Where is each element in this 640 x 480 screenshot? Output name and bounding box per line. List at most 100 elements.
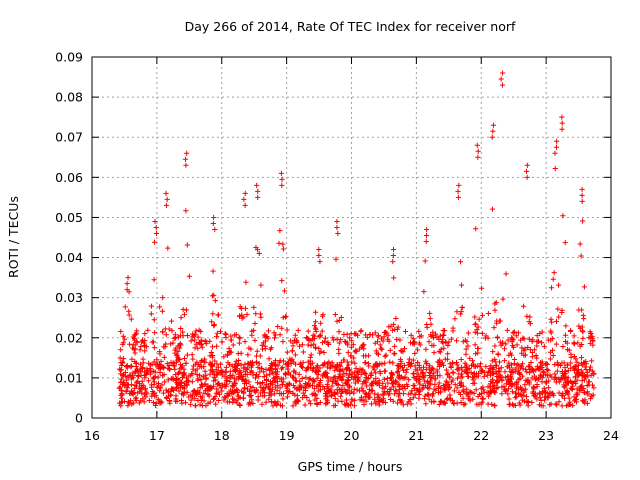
roti-point bbox=[151, 359, 157, 365]
roti-point bbox=[465, 374, 472, 380]
roti-point bbox=[532, 377, 538, 383]
roti-point bbox=[406, 377, 412, 383]
roti-point bbox=[176, 356, 182, 362]
roti-point bbox=[382, 360, 388, 366]
roti-point bbox=[153, 400, 159, 406]
roti-point bbox=[150, 368, 156, 374]
roti-point bbox=[504, 327, 510, 333]
roti-point bbox=[280, 358, 287, 364]
roti-point bbox=[416, 340, 422, 346]
roti-peak-point bbox=[475, 148, 481, 154]
roti-point bbox=[122, 304, 128, 310]
roti-point bbox=[460, 339, 466, 345]
roti-point bbox=[564, 389, 571, 395]
roti-point bbox=[139, 365, 145, 371]
roti-point bbox=[448, 336, 455, 342]
roti-peak-point bbox=[335, 230, 341, 237]
roti-point bbox=[578, 388, 584, 394]
roti-point bbox=[284, 360, 290, 367]
roti-point bbox=[555, 282, 562, 288]
roti-point bbox=[308, 343, 314, 349]
roti-point bbox=[408, 363, 414, 369]
roti-point bbox=[591, 385, 597, 391]
roti-point bbox=[235, 393, 241, 399]
roti-point bbox=[226, 361, 232, 368]
roti-point bbox=[519, 361, 526, 367]
roti-point bbox=[324, 400, 330, 406]
roti-point bbox=[353, 365, 359, 371]
roti-point bbox=[487, 391, 493, 397]
roti-point bbox=[294, 339, 300, 346]
roti-point bbox=[221, 394, 227, 400]
roti-point bbox=[360, 342, 366, 348]
roti-point bbox=[307, 354, 313, 361]
roti-point bbox=[412, 383, 418, 389]
roti-point bbox=[545, 337, 551, 343]
roti-point bbox=[311, 385, 317, 392]
roti-point bbox=[563, 375, 569, 381]
roti-point bbox=[189, 394, 195, 400]
roti-point bbox=[374, 350, 380, 356]
roti-point bbox=[168, 341, 174, 347]
roti-point bbox=[312, 309, 319, 315]
roti-point bbox=[519, 345, 525, 351]
roti-point bbox=[120, 333, 126, 339]
roti-point bbox=[481, 389, 487, 395]
roti-point bbox=[184, 242, 190, 248]
roti-point bbox=[526, 364, 532, 370]
roti-point bbox=[514, 342, 520, 348]
roti-point bbox=[537, 390, 543, 396]
roti-point bbox=[582, 364, 588, 370]
roti-point bbox=[276, 359, 282, 365]
roti-point bbox=[211, 372, 217, 378]
roti-point bbox=[579, 383, 585, 389]
roti-point bbox=[267, 371, 273, 377]
roti-point bbox=[196, 339, 202, 345]
roti-point bbox=[302, 380, 309, 387]
roti-point bbox=[284, 394, 291, 400]
roti-point bbox=[511, 329, 517, 335]
roti-point bbox=[244, 366, 250, 373]
roti-point bbox=[471, 390, 477, 396]
roti-point bbox=[531, 373, 538, 379]
roti-peak-point bbox=[524, 174, 530, 180]
roti-point bbox=[584, 400, 590, 406]
roti-point bbox=[132, 342, 138, 348]
roti-point bbox=[394, 326, 400, 332]
roti-point bbox=[254, 379, 261, 386]
roti-point bbox=[183, 307, 190, 313]
roti-point bbox=[130, 400, 136, 406]
roti-point bbox=[283, 313, 289, 319]
roti-point bbox=[519, 373, 526, 379]
roti-point bbox=[168, 376, 174, 382]
roti-peak-point bbox=[124, 287, 130, 293]
roti-point bbox=[489, 401, 495, 407]
roti-point bbox=[270, 403, 276, 409]
roti-point bbox=[193, 328, 199, 334]
roti-point bbox=[429, 365, 435, 371]
roti-point bbox=[335, 376, 341, 382]
roti-point bbox=[365, 376, 371, 382]
roti-point bbox=[236, 357, 242, 364]
roti-point bbox=[527, 314, 533, 320]
roti-point bbox=[458, 309, 464, 315]
roti-point bbox=[572, 397, 579, 403]
roti-point bbox=[192, 331, 198, 337]
roti-point bbox=[153, 362, 159, 368]
roti-point bbox=[168, 392, 174, 398]
roti-point bbox=[463, 351, 469, 357]
roti-point bbox=[563, 323, 569, 329]
roti-point bbox=[271, 361, 277, 367]
roti-point bbox=[485, 310, 492, 317]
data-points bbox=[116, 70, 597, 409]
roti-point bbox=[146, 378, 152, 384]
roti-point bbox=[186, 273, 192, 279]
y-tick-label: 0.06 bbox=[55, 170, 83, 185]
roti-point bbox=[481, 373, 487, 379]
roti-point bbox=[414, 373, 420, 380]
roti-point bbox=[554, 402, 560, 408]
y-tick-label: 0.08 bbox=[55, 90, 83, 105]
roti-point bbox=[247, 388, 253, 395]
roti-point bbox=[406, 356, 413, 362]
roti-point bbox=[159, 308, 166, 314]
